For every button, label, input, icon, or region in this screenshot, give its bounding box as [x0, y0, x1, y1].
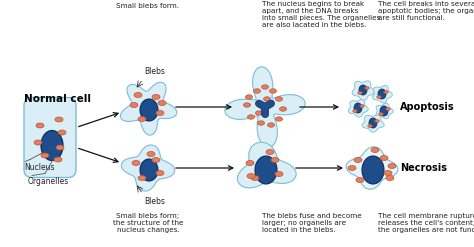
Ellipse shape	[275, 117, 283, 121]
Text: Necrosis: Necrosis	[400, 163, 447, 173]
Ellipse shape	[275, 97, 283, 101]
Ellipse shape	[378, 89, 386, 99]
Ellipse shape	[147, 151, 155, 157]
Ellipse shape	[156, 170, 164, 176]
Text: Small blebs form.: Small blebs form.	[117, 3, 180, 9]
Ellipse shape	[158, 101, 166, 105]
Text: Blebs: Blebs	[144, 197, 165, 206]
Ellipse shape	[156, 110, 164, 116]
Ellipse shape	[365, 87, 369, 89]
Ellipse shape	[54, 157, 62, 162]
Ellipse shape	[354, 158, 362, 163]
Ellipse shape	[140, 99, 158, 121]
Ellipse shape	[353, 110, 357, 112]
Ellipse shape	[362, 156, 384, 184]
Ellipse shape	[247, 115, 255, 119]
Ellipse shape	[377, 96, 381, 98]
Ellipse shape	[386, 108, 390, 110]
Ellipse shape	[134, 92, 142, 98]
Ellipse shape	[262, 85, 268, 89]
Text: Blebs: Blebs	[144, 67, 165, 76]
Ellipse shape	[41, 130, 63, 161]
Ellipse shape	[386, 176, 394, 181]
Ellipse shape	[244, 103, 250, 107]
Ellipse shape	[138, 176, 146, 181]
Ellipse shape	[140, 159, 158, 181]
Polygon shape	[348, 100, 368, 117]
Polygon shape	[120, 82, 177, 135]
FancyBboxPatch shape	[24, 98, 76, 178]
Ellipse shape	[130, 103, 138, 107]
Ellipse shape	[267, 123, 274, 127]
Text: The cell membrane ruptures and
releases the cell's content;
the organelles are n: The cell membrane ruptures and releases …	[378, 213, 474, 233]
Text: Small blebs form;
the structure of the
nucleus changes.: Small blebs form; the structure of the n…	[113, 213, 183, 233]
Ellipse shape	[368, 124, 372, 127]
Ellipse shape	[358, 92, 362, 94]
Text: Normal cell: Normal cell	[24, 94, 91, 103]
Ellipse shape	[280, 107, 286, 111]
Polygon shape	[352, 81, 374, 100]
Ellipse shape	[384, 170, 392, 176]
Ellipse shape	[251, 176, 259, 181]
Ellipse shape	[379, 113, 383, 115]
Ellipse shape	[36, 123, 44, 128]
Ellipse shape	[246, 95, 253, 99]
Ellipse shape	[255, 156, 277, 184]
Ellipse shape	[56, 145, 64, 150]
Text: Apoptosis: Apoptosis	[400, 102, 455, 112]
Ellipse shape	[152, 158, 160, 163]
Text: Organelles: Organelles	[28, 178, 69, 186]
Polygon shape	[376, 103, 393, 119]
Ellipse shape	[356, 178, 364, 183]
Polygon shape	[121, 145, 174, 191]
Ellipse shape	[55, 117, 63, 122]
Polygon shape	[237, 142, 296, 188]
Ellipse shape	[138, 117, 146, 122]
Polygon shape	[373, 85, 392, 103]
Ellipse shape	[270, 89, 276, 93]
Ellipse shape	[255, 111, 263, 115]
Ellipse shape	[359, 85, 367, 95]
Ellipse shape	[360, 104, 364, 107]
Ellipse shape	[369, 118, 377, 128]
Ellipse shape	[254, 89, 261, 93]
Ellipse shape	[247, 173, 255, 179]
Ellipse shape	[132, 161, 140, 165]
Text: The blebs fuse and become
larger; no organells are
located in the blebs.: The blebs fuse and become larger; no org…	[262, 213, 362, 233]
Ellipse shape	[264, 97, 271, 101]
Ellipse shape	[375, 120, 379, 123]
Ellipse shape	[266, 149, 274, 155]
Polygon shape	[362, 115, 384, 132]
Ellipse shape	[34, 140, 42, 145]
Ellipse shape	[246, 161, 254, 165]
Ellipse shape	[371, 147, 379, 152]
Polygon shape	[346, 147, 398, 189]
Ellipse shape	[275, 171, 283, 177]
Ellipse shape	[380, 106, 388, 116]
Ellipse shape	[257, 121, 264, 125]
Text: Nucleus: Nucleus	[24, 163, 55, 171]
Ellipse shape	[380, 156, 388, 161]
Ellipse shape	[58, 130, 66, 135]
Ellipse shape	[348, 165, 356, 170]
Ellipse shape	[41, 153, 49, 158]
Ellipse shape	[388, 164, 396, 168]
Polygon shape	[225, 67, 305, 147]
Ellipse shape	[152, 95, 160, 100]
Ellipse shape	[271, 158, 279, 163]
Ellipse shape	[384, 91, 388, 93]
Text: The nucleus begins to break
apart, and the DNA breaks
into small pieces. The org: The nucleus begins to break apart, and t…	[262, 1, 380, 28]
Text: The cell breaks into several
apoptotic bodies; the organelles
are still function: The cell breaks into several apoptotic b…	[378, 1, 474, 21]
Ellipse shape	[354, 103, 362, 113]
